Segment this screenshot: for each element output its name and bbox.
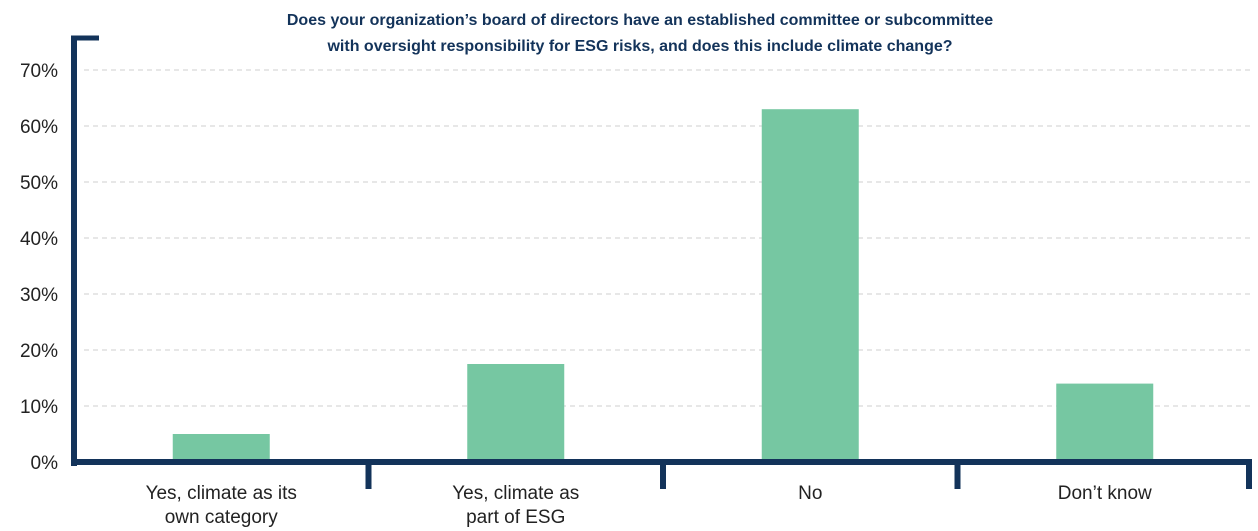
y-tick-label: 50% [20,173,58,194]
axes [71,35,1252,489]
y-tick-label: 20% [20,341,58,362]
bar [172,434,270,462]
y-tick-label: 70% [20,61,58,82]
y-tick-label: 60% [20,117,58,138]
bar [761,109,859,462]
chart-title-line-1: Does your organization’s board of direct… [287,12,993,29]
y-tick-label: 40% [20,229,58,250]
x-category-label: No [798,483,822,504]
chart-title-line-2: with oversight responsibility for ESG ri… [326,38,952,55]
y-tick-label: 10% [20,397,58,418]
y-tick-label: 30% [20,285,58,306]
gridlines [84,69,1252,407]
x-category-label: own category [165,507,279,528]
x-category-label: part of ESG [466,507,565,528]
chart-title: Does your organization’s board of direct… [287,12,993,55]
y-tick-label: 0% [31,453,59,474]
x-category-label: Yes, climate as [452,483,579,504]
x-category-label: Don’t know [1058,483,1152,504]
y-axis-tick-labels: 0% 10% 20% 30% 40% 50% 60% 70% [20,61,58,474]
bars [172,109,1154,462]
bar [467,364,565,462]
bar [1056,383,1154,462]
x-category-label: Yes, climate as its [146,483,297,504]
x-axis-category-labels: Yes, climate as its own category Yes, clim… [146,483,1152,528]
